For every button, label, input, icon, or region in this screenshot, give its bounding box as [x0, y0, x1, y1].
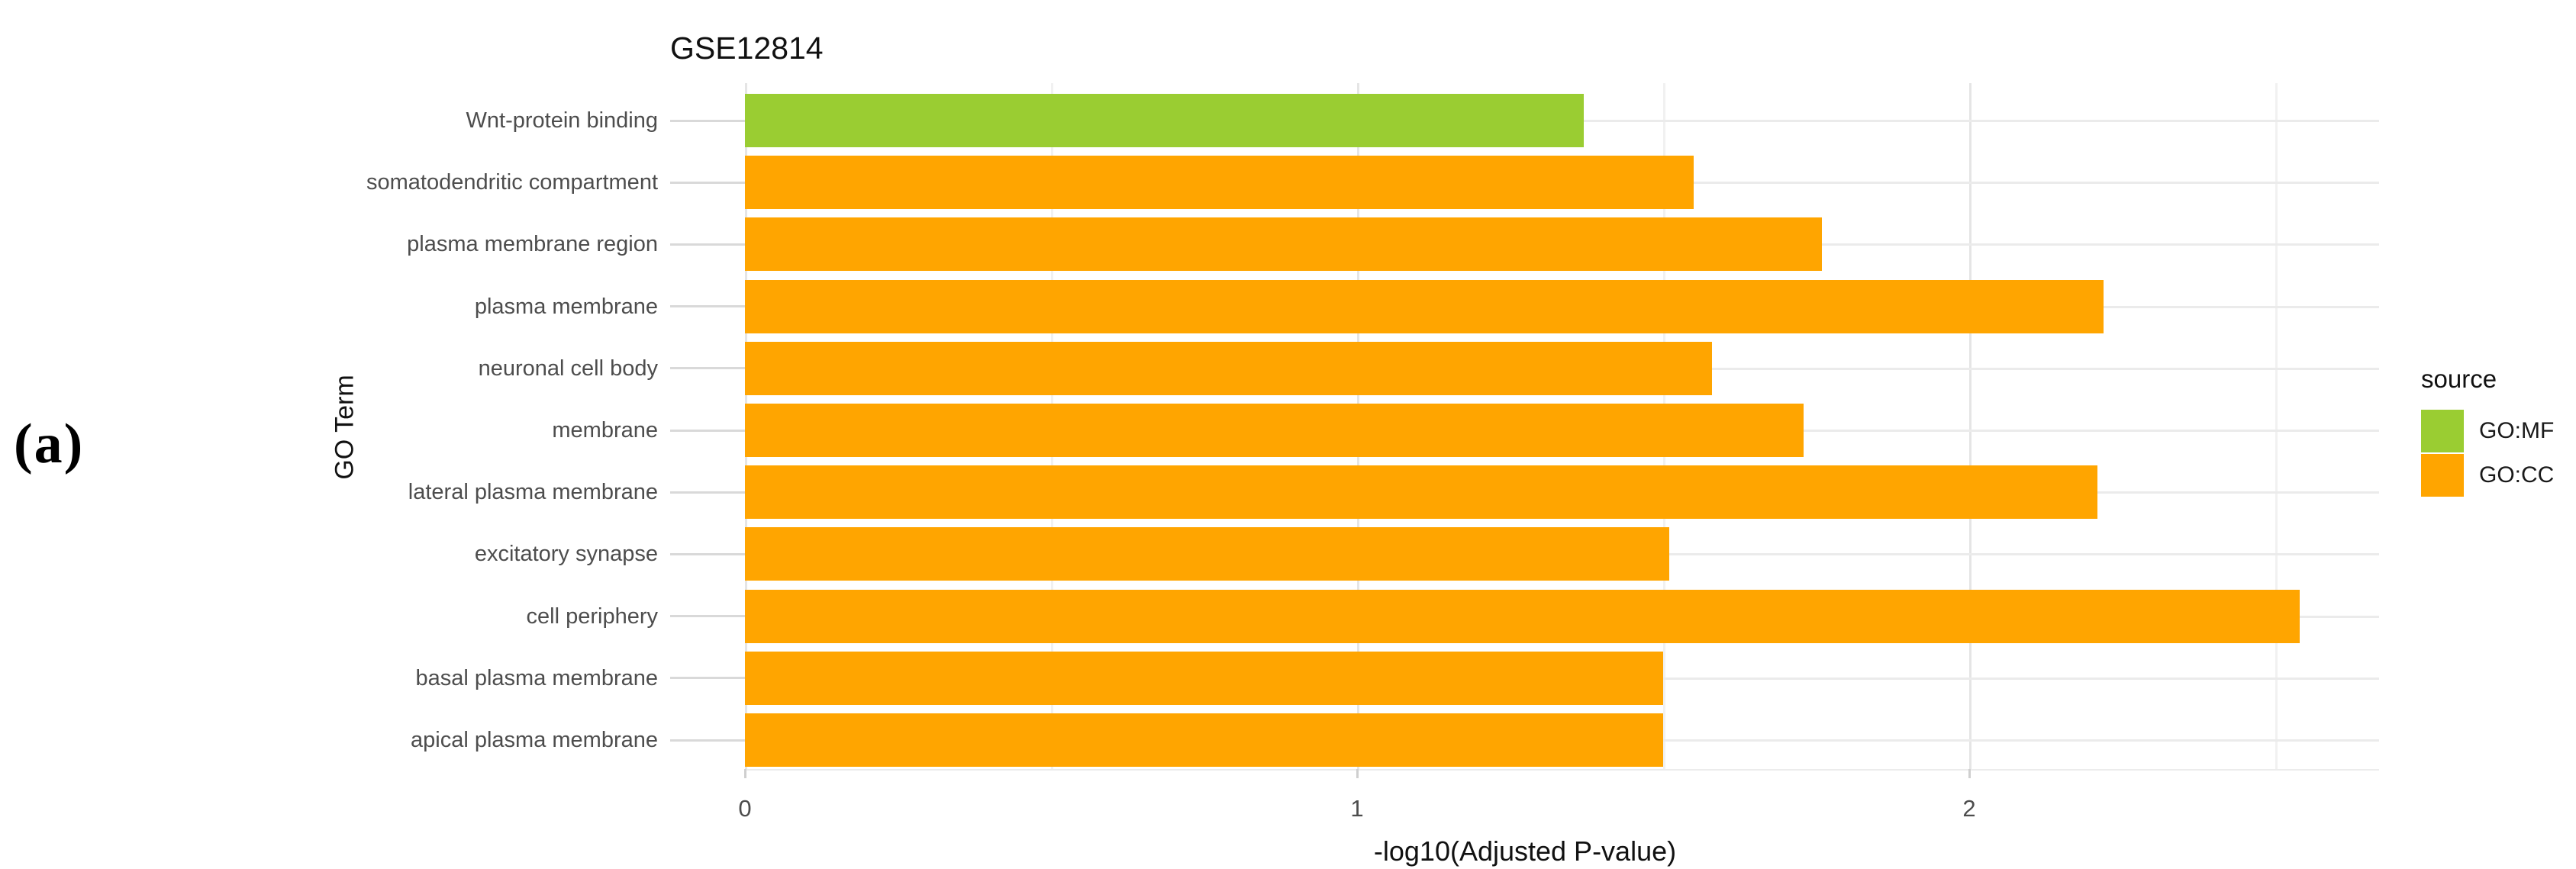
y-tick-line [670, 677, 745, 679]
bar-apical-plasma-membrane [745, 713, 1663, 767]
x-tick-label: 0 [738, 795, 752, 822]
x-axis-title: -log10(Adjusted P-value) [1373, 835, 1677, 867]
gridline-vertical-minor [2275, 83, 2278, 769]
y-tick-line [670, 182, 745, 184]
legend-swatch-go-cc [2421, 454, 2464, 497]
y-tick-line [670, 243, 745, 246]
bar-excitatory-synapse [745, 527, 1669, 581]
y-tick-line [670, 615, 745, 617]
y-tick-label: somatodendritic compartment [366, 170, 658, 195]
y-tick-label: cell periphery [526, 604, 658, 629]
y-tick-label: plasma membrane [474, 294, 658, 319]
y-tick-line [670, 120, 745, 122]
y-tick-label: membrane [552, 418, 658, 443]
y-tick-label: lateral plasma membrane [408, 480, 658, 504]
plot-title: GSE12814 [670, 31, 824, 66]
legend-entry-go-mf: GO:MF [2421, 409, 2554, 453]
bar-plasma-membrane [745, 280, 2104, 333]
bar-lateral-plasma-membrane [745, 465, 2097, 519]
legend-entry-go-cc: GO:CC [2421, 453, 2554, 497]
figure-panel-label: (a) [14, 413, 85, 475]
y-tick-line [670, 430, 745, 432]
x-tick-mark [1968, 769, 1971, 778]
y-tick-line [670, 739, 745, 742]
y-tick-label: Wnt-protein binding [466, 108, 658, 133]
bar-membrane [745, 404, 1804, 457]
x-tick-label: 1 [1350, 795, 1364, 822]
bar-neuronal-cell-body [745, 342, 1712, 395]
legend-title: source [2421, 365, 2497, 393]
y-tick-label: plasma membrane region [407, 232, 658, 256]
legend-swatch-go-mf [2421, 410, 2464, 452]
bar-cell-periphery [745, 590, 2300, 643]
y-tick-label: apical plasma membrane [411, 728, 658, 752]
bar-plasma-membrane-region [745, 217, 1822, 271]
y-tick-line [670, 305, 745, 307]
bar-somatodendritic-compartment [745, 156, 1694, 209]
bar-basal-plasma-membrane [745, 652, 1663, 705]
legend-label-go-mf: GO:MF [2479, 418, 2555, 443]
x-tick-mark [744, 769, 746, 778]
y-tick-line [670, 553, 745, 555]
legend: source GO:MF GO:CC [2421, 365, 2554, 497]
x-tick-label: 2 [1962, 795, 1976, 822]
y-tick-label: excitatory synapse [474, 542, 658, 566]
plot-panel [745, 83, 2379, 771]
y-tick-line [670, 367, 745, 369]
y-tick-label: basal plasma membrane [415, 666, 658, 690]
y-tick-line [670, 491, 745, 494]
y-tick-label: neuronal cell body [478, 356, 658, 381]
legend-label-go-cc: GO:CC [2479, 462, 2555, 488]
x-tick-mark [1356, 769, 1359, 778]
gridline-vertical-major [1969, 83, 1971, 769]
bar-wnt-protein-binding [745, 94, 1584, 147]
